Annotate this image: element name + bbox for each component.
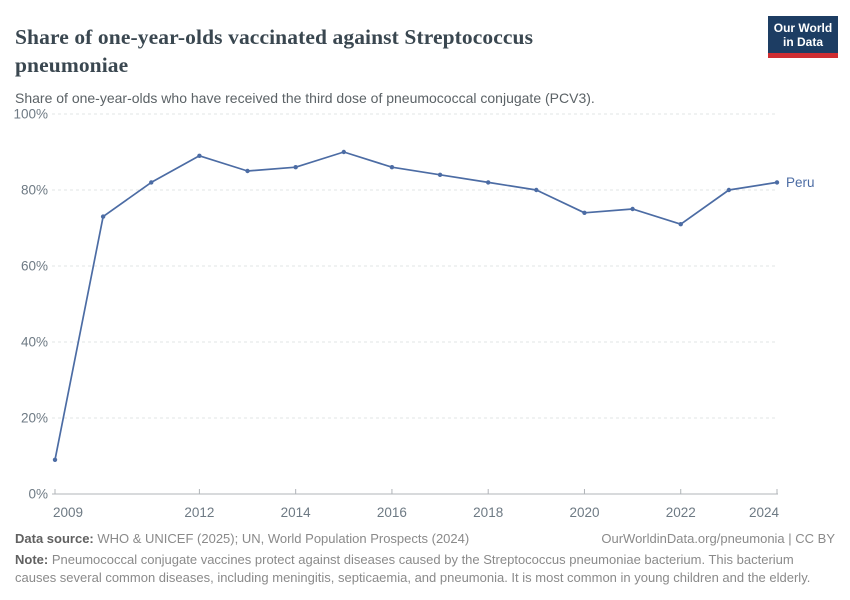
x-tick-label: 2012 [184,505,214,520]
x-tick-label: 2016 [377,505,407,520]
x-tick-label: 2024 [749,505,780,520]
x-tick-label: 2020 [569,505,599,520]
data-point[interactable] [678,222,683,227]
data-source-line: Data source: WHO & UNICEF (2025); UN, Wo… [15,531,469,546]
data-point[interactable] [341,149,346,155]
data-point[interactable] [389,165,395,170]
license-link[interactable]: OurWorldinData.org/pneumonia | CC BY [601,531,835,546]
owid-logo-line2: in Data [782,35,823,49]
note-line: Note: Pneumococcal conjugate vaccines pr… [15,551,835,588]
data-point[interactable] [726,187,732,193]
owid-logo-line1: Our World [773,21,833,35]
data-point[interactable] [52,457,58,462]
x-tick-label: 2022 [666,505,696,520]
data-point[interactable] [437,172,443,177]
data-point[interactable] [486,180,491,185]
data-source-text: WHO & UNICEF (2025); UN, World Populatio… [93,531,470,546]
y-tick-label: 100% [13,107,48,122]
data-point[interactable] [582,210,587,215]
y-tick-label: 0% [28,487,48,502]
owid-logo[interactable]: Our World in Data [768,16,838,58]
series-label[interactable]: Peru [786,175,815,190]
y-tick-label: 60% [21,259,48,274]
y-tick-label: 80% [21,183,48,198]
owid-logo-stripe [768,53,838,58]
data-point[interactable] [100,214,106,219]
chart-title: Share of one-year-olds vaccinated agains… [15,25,534,77]
data-point[interactable] [774,180,780,185]
x-tick-label: 2009 [53,505,83,520]
line-series-peru[interactable] [54,151,778,461]
data-source-label: Data source: [15,531,94,546]
chart-footer: Data source: WHO & UNICEF (2025); UN, Wo… [15,531,835,588]
data-point[interactable] [197,153,202,158]
data-point[interactable] [293,165,298,170]
data-point[interactable] [630,206,635,212]
line-chart: 0% 20% 40% 60% 80% 100% 2009 2012 2014 2016 2018 20… [13,107,815,521]
owid-logo-box: Our World in Data [768,16,838,53]
data-point[interactable] [534,187,539,193]
x-tick-label: 2018 [473,505,503,520]
data-point[interactable] [149,180,154,185]
note-label: Note: [15,552,49,567]
data-point[interactable] [245,168,250,174]
chart-subtitle: Share of one-year-olds who have received… [15,90,595,106]
x-tick-label: 2014 [281,505,312,520]
note-text: Pneumococcal conjugate vaccines protect … [15,552,811,586]
y-tick-label: 20% [21,411,48,426]
y-tick-label: 40% [21,335,48,350]
